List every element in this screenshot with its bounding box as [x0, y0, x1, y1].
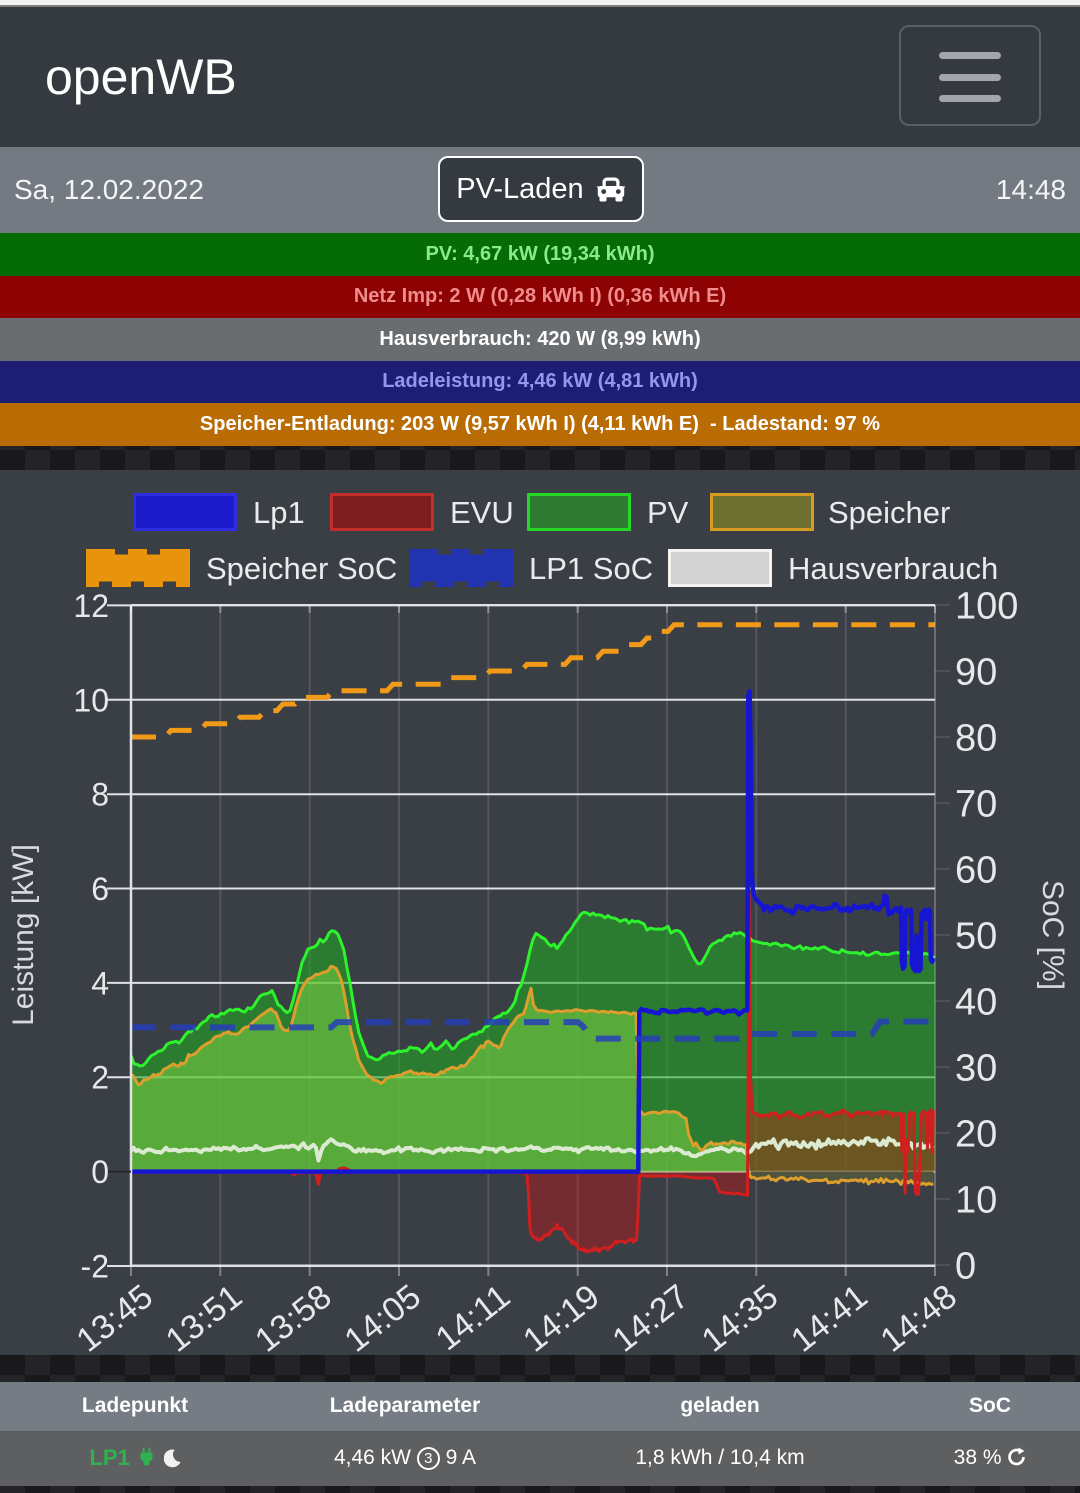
svg-text:50: 50: [955, 915, 997, 957]
svg-text:30: 30: [955, 1047, 997, 1089]
svg-text:40: 40: [955, 981, 997, 1023]
svg-text:LP1 SoC: LP1 SoC: [529, 551, 653, 586]
svg-text:20: 20: [955, 1113, 997, 1155]
svg-text:100: 100: [955, 585, 1018, 627]
svg-text:0: 0: [955, 1245, 976, 1287]
svg-text:0: 0: [91, 1154, 109, 1190]
svg-text:80: 80: [955, 717, 997, 759]
svg-text:60: 60: [955, 849, 997, 891]
svg-text:PV: PV: [647, 495, 689, 530]
svg-text:4: 4: [91, 965, 109, 1001]
svg-text:Lp1: Lp1: [253, 495, 305, 530]
svg-text:90: 90: [955, 651, 997, 693]
svg-text:70: 70: [955, 783, 997, 825]
svg-text:10: 10: [955, 1179, 997, 1221]
svg-text:EVU: EVU: [450, 495, 514, 530]
svg-text:8: 8: [91, 776, 109, 812]
svg-text:-2: -2: [81, 1248, 109, 1284]
svg-text:SoC [%]: SoC [%]: [1036, 879, 1069, 989]
svg-text:Speicher SoC: Speicher SoC: [206, 551, 397, 586]
svg-text:12: 12: [73, 587, 109, 623]
svg-text:6: 6: [91, 871, 109, 907]
svg-text:2: 2: [91, 1059, 109, 1095]
svg-text:10: 10: [73, 682, 109, 718]
svg-text:Speicher: Speicher: [828, 495, 950, 530]
svg-text:Leistung [kW]: Leistung [kW]: [7, 844, 40, 1026]
svg-text:Hausverbrauch: Hausverbrauch: [788, 551, 998, 586]
